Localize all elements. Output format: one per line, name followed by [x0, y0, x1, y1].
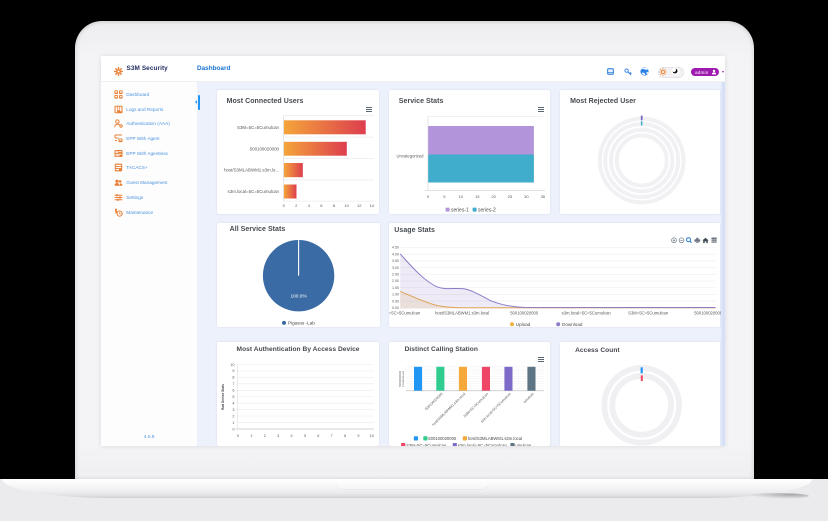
- svg-text:0: 0: [282, 203, 285, 208]
- svg-text:3.50: 3.50: [392, 259, 399, 263]
- svg-text:4.00: 4.00: [392, 252, 399, 256]
- svg-text:s3m.local=5C=5Cumulcan: s3m.local=5C=5Cumulcan: [561, 311, 611, 316]
- svg-text:8: 8: [332, 203, 335, 208]
- svg-text:8: 8: [344, 434, 346, 438]
- svg-text:0.00: 0.00: [392, 306, 399, 310]
- svg-text:Uncategorized: Uncategorized: [396, 153, 424, 158]
- svg-text:5: 5: [443, 194, 446, 199]
- svg-text:5: 5: [232, 395, 234, 399]
- svg-text:host/S3MLABWM1.s3m.lo...: host/S3MLABWM1.s3m.lo...: [224, 167, 279, 172]
- svg-text:500100020000: 500100020000: [249, 146, 279, 151]
- svg-text:25: 25: [508, 194, 513, 199]
- svg-text:s3m.local=5C=5Cumulcan: s3m.local=5C=5Cumulcan: [457, 443, 507, 446]
- svg-text:series-1: series-1: [451, 207, 469, 213]
- svg-text:10: 10: [344, 203, 349, 208]
- svg-text:0.50: 0.50: [392, 299, 399, 303]
- svg-text:500100020000: 500100020000: [424, 392, 443, 411]
- svg-text:series-2: series-2: [478, 207, 496, 213]
- svg-text:host/S3MLABWM1.s3m.local: host/S3MLABWM1.s3m.local: [435, 311, 489, 316]
- svg-text:9: 9: [357, 434, 359, 438]
- svg-text:1: 1: [232, 421, 234, 425]
- svg-text:3.00: 3.00: [392, 266, 399, 270]
- svg-text:Upload: Upload: [516, 322, 531, 327]
- svg-text:S3M=5C=5Cumulcan: S3M=5C=5Cumulcan: [237, 124, 280, 129]
- svg-text:35: 35: [540, 194, 545, 199]
- svg-text:100.0%: 100.0%: [290, 294, 307, 300]
- svg-text:S3M=5C=5Cumulcan: S3M=5C=5Cumulcan: [389, 311, 421, 316]
- svg-text:14: 14: [369, 203, 374, 208]
- svg-text:3: 3: [232, 408, 234, 412]
- svg-text:umulcan: umulcan: [515, 443, 531, 446]
- svg-text:30: 30: [524, 194, 529, 199]
- svg-text:0: 0: [427, 194, 430, 199]
- svg-text:s3m.local=5C=5Cumulcan: s3m.local=5C=5Cumulcan: [227, 189, 279, 194]
- svg-text:S3M=5C=5Cumulcan: S3M=5C=5Cumulcan: [628, 311, 669, 316]
- svg-text:10: 10: [369, 434, 373, 438]
- svg-text:2: 2: [295, 203, 298, 208]
- svg-text:2: 2: [263, 434, 265, 438]
- svg-text:500100020000: 500100020000: [510, 311, 539, 316]
- svg-text:8: 8: [232, 376, 234, 380]
- svg-text:Download: Download: [562, 322, 583, 327]
- svg-text:host/S3MLABWM1.s3m.local: host/S3MLABWM1.s3m.local: [468, 436, 522, 441]
- svg-text:9: 9: [232, 369, 234, 373]
- svg-text:4: 4: [232, 402, 234, 406]
- svg-text:5: 5: [304, 434, 306, 438]
- svg-text:500100020000: 500100020000: [428, 436, 457, 441]
- svg-text:1: 1: [250, 434, 252, 438]
- svg-text:6: 6: [320, 203, 323, 208]
- svg-text:10: 10: [230, 363, 234, 367]
- svg-text:6: 6: [317, 434, 319, 438]
- svg-text:3: 3: [277, 434, 279, 438]
- svg-text:15: 15: [475, 194, 480, 199]
- svg-text:2.50: 2.50: [392, 273, 399, 277]
- svg-text:1.00: 1.00: [392, 293, 399, 297]
- svg-text:4.50: 4.50: [392, 246, 399, 250]
- svg-text:4: 4: [290, 434, 292, 438]
- svg-text:0 Features-asd: 0 Features-asd: [402, 370, 405, 387]
- svg-text:S3M=5C=5Cumulcan: S3M=5C=5Cumulcan: [406, 443, 447, 446]
- svg-text:20: 20: [491, 194, 496, 199]
- svg-text:0: 0: [237, 434, 239, 438]
- svg-text:2.00: 2.00: [392, 279, 399, 283]
- svg-text:10: 10: [458, 194, 463, 199]
- svg-text:Pigasus -Lab: Pigasus -Lab: [288, 321, 315, 326]
- svg-text:umulcan: umulcan: [522, 392, 534, 404]
- svg-text:1.50: 1.50: [392, 286, 399, 290]
- svg-text:4: 4: [307, 203, 310, 208]
- svg-text:500000000000: 500000000000: [399, 370, 402, 387]
- svg-text:0: 0: [232, 427, 234, 431]
- svg-text:7: 7: [232, 382, 234, 386]
- svg-text:500100020000: 500100020000: [694, 311, 721, 316]
- svg-text:12: 12: [357, 203, 362, 208]
- svg-text:Rad Device Stats: Rad Device Stats: [221, 384, 225, 410]
- svg-text:7: 7: [330, 434, 332, 438]
- svg-text:2: 2: [232, 414, 234, 418]
- svg-text:6: 6: [232, 389, 234, 393]
